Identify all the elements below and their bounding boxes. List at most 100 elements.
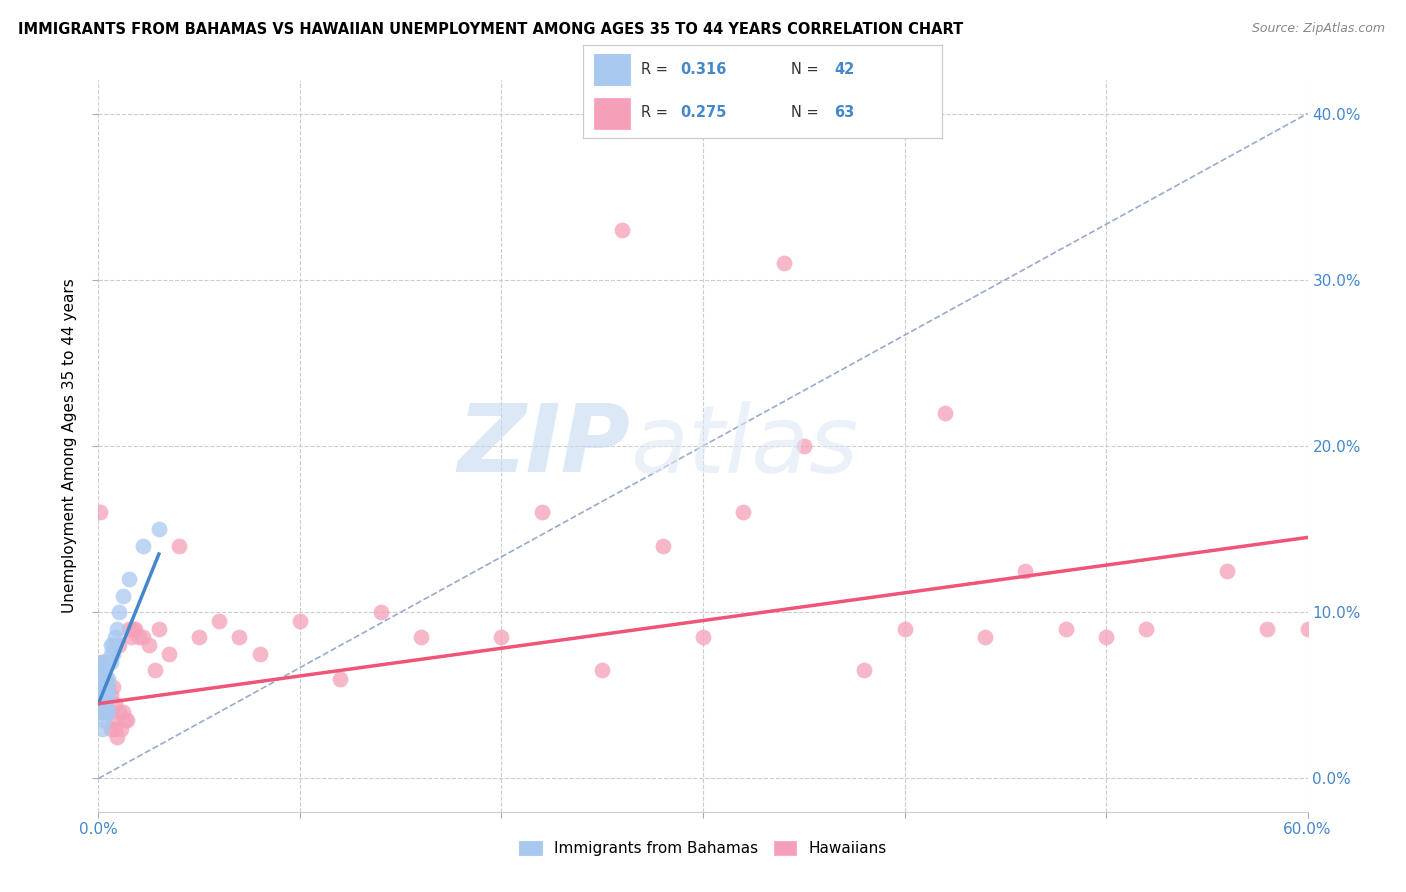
- Text: atlas: atlas: [630, 401, 859, 491]
- Bar: [595, 98, 630, 129]
- Point: [132, 630, 155, 644]
- Point: [491, 630, 513, 644]
- Point: [93, 655, 115, 669]
- Point: [91, 655, 114, 669]
- Point: [89, 689, 111, 703]
- Point: [91, 680, 114, 694]
- Point: [91, 680, 114, 694]
- Point: [93, 680, 115, 694]
- Text: Source: ZipAtlas.com: Source: ZipAtlas.com: [1251, 22, 1385, 36]
- Point: [128, 630, 150, 644]
- Point: [91, 697, 114, 711]
- Point: [249, 647, 271, 661]
- Text: R =: R =: [641, 62, 672, 78]
- Bar: [595, 54, 630, 85]
- Point: [118, 572, 141, 586]
- Point: [118, 622, 141, 636]
- Point: [93, 705, 115, 719]
- Point: [105, 730, 128, 744]
- Point: [91, 722, 114, 736]
- Point: [89, 705, 111, 719]
- Point: [89, 672, 111, 686]
- Point: [93, 697, 115, 711]
- Point: [138, 639, 160, 653]
- Point: [100, 655, 122, 669]
- Point: [97, 705, 120, 719]
- Point: [101, 647, 124, 661]
- Point: [111, 589, 134, 603]
- Point: [103, 722, 125, 736]
- Point: [100, 639, 122, 653]
- Point: [93, 664, 115, 678]
- Point: [97, 672, 120, 686]
- Point: [115, 714, 138, 728]
- Text: 0.316: 0.316: [681, 62, 727, 78]
- Point: [97, 705, 120, 719]
- Point: [1216, 564, 1239, 578]
- Point: [93, 672, 115, 686]
- Point: [409, 630, 432, 644]
- Point: [692, 630, 714, 644]
- Point: [188, 630, 211, 644]
- Point: [934, 406, 956, 420]
- Point: [1054, 622, 1077, 636]
- Point: [96, 697, 118, 711]
- Point: [96, 689, 118, 703]
- Point: [103, 630, 125, 644]
- Point: [124, 622, 146, 636]
- Point: [96, 680, 118, 694]
- Point: [121, 622, 143, 636]
- Y-axis label: Unemployment Among Ages 35 to 44 years: Unemployment Among Ages 35 to 44 years: [62, 278, 77, 614]
- Text: N =: N =: [792, 62, 824, 78]
- Point: [96, 697, 118, 711]
- Legend: Immigrants from Bahamas, Hawaiians: Immigrants from Bahamas, Hawaiians: [513, 835, 893, 863]
- Point: [103, 697, 125, 711]
- Point: [89, 689, 111, 703]
- Point: [853, 664, 876, 678]
- Point: [1135, 622, 1157, 636]
- Point: [97, 680, 120, 694]
- Point: [100, 689, 122, 703]
- Point: [89, 506, 111, 520]
- Point: [91, 664, 114, 678]
- Point: [228, 630, 250, 644]
- Point: [107, 705, 129, 719]
- Point: [100, 647, 122, 661]
- Text: R =: R =: [641, 105, 672, 120]
- Text: 0.275: 0.275: [681, 105, 727, 120]
- Point: [1256, 622, 1278, 636]
- Point: [167, 539, 190, 553]
- Text: 42: 42: [834, 62, 855, 78]
- Point: [114, 714, 136, 728]
- Point: [148, 522, 170, 536]
- Point: [1095, 630, 1118, 644]
- Point: [733, 506, 755, 520]
- Point: [132, 539, 155, 553]
- Point: [96, 672, 118, 686]
- Point: [111, 705, 134, 719]
- Point: [91, 689, 114, 703]
- Point: [93, 705, 115, 719]
- Point: [101, 714, 124, 728]
- Text: 63: 63: [834, 105, 855, 120]
- Point: [370, 605, 392, 619]
- Point: [107, 639, 129, 653]
- Point: [91, 705, 114, 719]
- Point: [107, 605, 129, 619]
- Point: [93, 689, 115, 703]
- Point: [101, 680, 124, 694]
- Point: [157, 647, 180, 661]
- Point: [97, 689, 120, 703]
- Point: [93, 714, 115, 728]
- Point: [91, 655, 114, 669]
- Text: IMMIGRANTS FROM BAHAMAS VS HAWAIIAN UNEMPLOYMENT AMONG AGES 35 TO 44 YEARS CORRE: IMMIGRANTS FROM BAHAMAS VS HAWAIIAN UNEM…: [18, 22, 963, 37]
- Point: [89, 664, 111, 678]
- Point: [120, 630, 142, 644]
- Point: [96, 672, 118, 686]
- Point: [148, 622, 170, 636]
- Text: N =: N =: [792, 105, 824, 120]
- Point: [96, 705, 118, 719]
- Point: [793, 439, 815, 453]
- Point: [591, 664, 613, 678]
- Point: [110, 722, 132, 736]
